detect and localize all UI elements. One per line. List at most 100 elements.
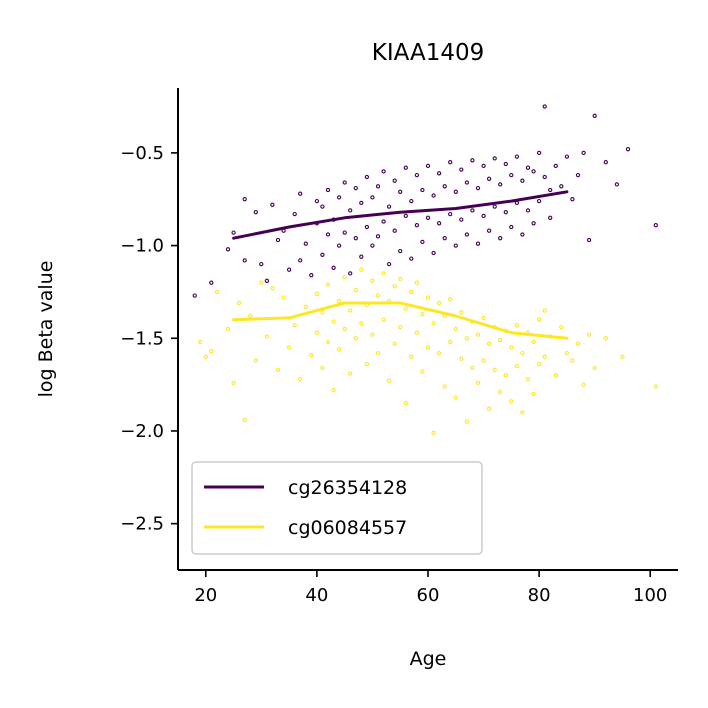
data-point-cg06084557 [342, 326, 347, 332]
data-point-cg26354128 [459, 217, 464, 222]
data-point-cg06084557 [553, 373, 558, 378]
data-point-cg26354128 [403, 165, 408, 170]
data-point-cg26354128 [386, 261, 392, 267]
data-point-cg26354128 [348, 271, 353, 276]
data-point-cg26354128 [498, 236, 503, 241]
data-point-cg06084557 [209, 349, 214, 354]
data-point-cg26354128 [459, 167, 464, 172]
data-point-cg06084557 [531, 339, 536, 345]
data-point-cg26354128 [481, 213, 486, 219]
data-point-cg26354128 [298, 191, 303, 196]
data-point-cg06084557 [620, 354, 625, 359]
data-point-cg06084557 [448, 297, 453, 302]
data-point-cg26354128 [403, 213, 408, 219]
data-point-cg26354128 [464, 180, 470, 185]
data-point-cg06084557 [453, 395, 458, 400]
data-point-cg06084557 [431, 430, 436, 435]
data-point-cg06084557 [586, 332, 592, 337]
data-point-cg26354128 [453, 189, 458, 194]
data-point-cg26354128 [625, 147, 631, 152]
data-point-cg06084557 [425, 345, 431, 350]
data-point-cg06084557 [292, 323, 297, 328]
data-point-cg06084557 [336, 299, 342, 304]
data-point-cg26354128 [553, 163, 558, 169]
data-point-cg06084557 [481, 358, 486, 363]
data-point-cg26354128 [375, 184, 381, 189]
data-point-cg26354128 [298, 258, 303, 263]
data-point-cg26354128 [436, 171, 442, 176]
data-point-cg06084557 [359, 321, 364, 326]
data-point-cg26354128 [342, 230, 347, 235]
data-point-cg06084557 [231, 380, 236, 385]
data-point-cg06084557 [536, 317, 542, 322]
data-point-cg06084557 [386, 378, 392, 384]
data-point-cg06084557 [236, 300, 242, 306]
x-tick-label: 40 [305, 585, 328, 606]
data-point-cg06084557 [436, 300, 442, 306]
data-point-cg26354128 [536, 150, 542, 156]
data-point-cg06084557 [464, 336, 470, 341]
data-point-cg26354128 [270, 202, 275, 207]
data-point-cg06084557 [409, 289, 414, 295]
data-point-cg06084557 [259, 280, 264, 285]
data-point-cg06084557 [509, 345, 514, 350]
data-point-cg06084557 [348, 371, 353, 376]
data-point-cg26354128 [275, 237, 281, 243]
data-point-cg06084557 [248, 313, 253, 319]
data-point-cg06084557 [381, 271, 386, 276]
legend-label-cg26354128: cg26354128 [288, 477, 407, 499]
y-axis-ticks: −0.5 −1.0 −1.5 −2.0 −2.5 [120, 143, 178, 535]
data-point-cg06084557 [264, 334, 270, 339]
x-tick-label: 100 [633, 585, 667, 606]
data-point-cg06084557 [603, 336, 608, 341]
trend-lines [232, 190, 569, 340]
data-point-cg26354128 [398, 189, 403, 194]
data-point-cg26354128 [548, 215, 553, 220]
data-point-cg26354128 [548, 187, 553, 193]
data-point-cg06084557 [370, 278, 375, 283]
data-point-cg26354128 [364, 174, 370, 180]
data-point-cg06084557 [331, 319, 336, 324]
data-point-cg06084557 [203, 354, 208, 359]
data-point-cg06084557 [375, 350, 381, 356]
data-point-cg06084557 [509, 399, 514, 404]
data-point-cg26354128 [442, 236, 447, 241]
data-point-cg06084557 [459, 310, 464, 315]
data-point-cg26354128 [653, 223, 658, 228]
data-point-cg26354128 [342, 180, 347, 185]
data-point-cg26354128 [509, 224, 514, 230]
trend-line-cg06084557 [232, 301, 569, 340]
data-point-cg26354128 [292, 211, 297, 217]
data-point-cg26354128 [420, 239, 425, 245]
data-point-cg26354128 [353, 236, 358, 241]
data-point-cg06084557 [475, 332, 481, 337]
data-point-cg06084557 [270, 286, 275, 291]
data-point-cg26354128 [392, 178, 397, 183]
data-point-cg06084557 [314, 291, 320, 296]
data-point-cg26354128 [520, 178, 525, 183]
data-point-cg06084557 [492, 367, 497, 372]
data-point-cg26354128 [425, 163, 431, 169]
data-point-cg26354128 [264, 278, 270, 283]
data-point-cg06084557 [542, 354, 547, 359]
data-point-cg26354128 [575, 172, 581, 178]
data-point-cg06084557 [281, 295, 286, 300]
data-point-cg26354128 [481, 163, 486, 169]
data-point-cg26354128 [503, 210, 508, 215]
data-point-cg26354128 [414, 223, 420, 228]
data-point-cg26354128 [303, 241, 308, 246]
data-point-cg06084557 [498, 389, 503, 395]
data-point-cg26354128 [286, 267, 292, 272]
data-point-cg06084557 [420, 312, 425, 317]
data-point-cg06084557 [331, 388, 336, 393]
data-point-cg26354128 [209, 280, 214, 285]
data-point-cg06084557 [459, 356, 464, 361]
data-point-cg26354128 [231, 230, 236, 235]
data-point-cg06084557 [225, 326, 231, 332]
data-point-cg26354128 [425, 215, 431, 220]
data-point-cg26354128 [498, 182, 503, 187]
data-point-cg06084557 [398, 324, 403, 330]
data-point-cg26354128 [536, 198, 542, 204]
data-point-cg26354128 [386, 204, 392, 209]
